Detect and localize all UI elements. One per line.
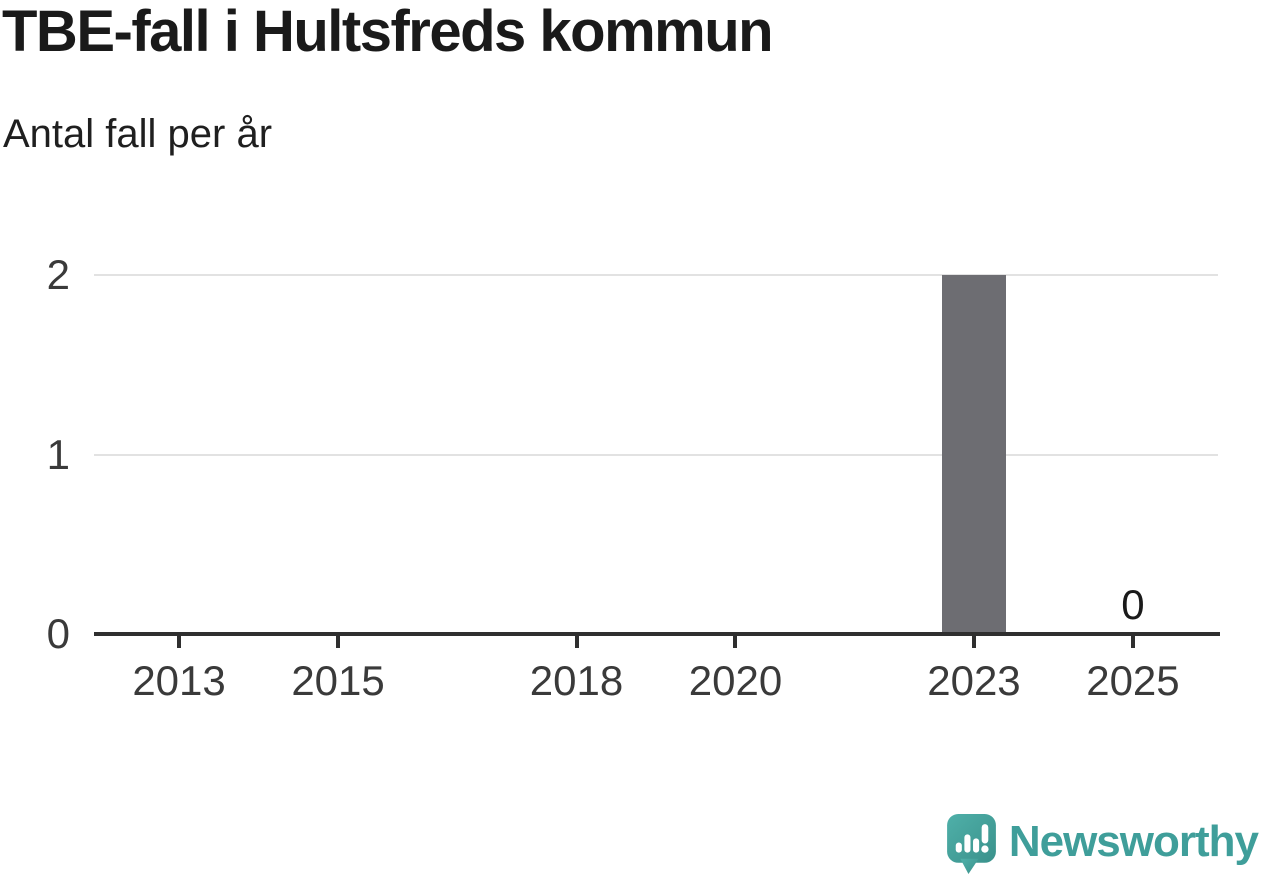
x-tick-label: 2013 <box>132 657 226 704</box>
chart-subtitle: Antal fall per år <box>3 112 273 156</box>
x-tick-mark <box>1130 636 1135 648</box>
y-tick-label: 1 <box>46 430 70 478</box>
x-tick-mark <box>336 636 341 648</box>
value-label: 0 <box>1121 581 1145 628</box>
newsworthy-chart-bubble-icon <box>946 814 996 874</box>
newsworthy-logo: Newsworthy <box>946 814 1259 875</box>
x-tick-label: 2023 <box>927 657 1021 704</box>
gridline <box>94 453 1218 456</box>
x-tick-mark <box>733 636 738 648</box>
y-tick-label: 2 <box>46 251 70 298</box>
y-tick-label: 0 <box>46 610 70 657</box>
newsworthy-wordmark: Newsworthy <box>1008 816 1259 866</box>
x-tick-mark <box>177 636 182 648</box>
x-tick-mark <box>971 636 976 648</box>
x-tick-label: 2015 <box>291 657 385 704</box>
x-tick-label: 2018 <box>529 657 624 704</box>
x-tick-label: 2020 <box>688 657 783 704</box>
x-tick-label: 2025 <box>1086 657 1180 704</box>
bar-2023 <box>941 275 1006 634</box>
x-tick-mark <box>574 636 579 648</box>
x-axis-line <box>94 632 1220 636</box>
gridline <box>94 274 1218 276</box>
chart-title: TBE-fall i Hultsfreds kommun <box>2 0 774 64</box>
